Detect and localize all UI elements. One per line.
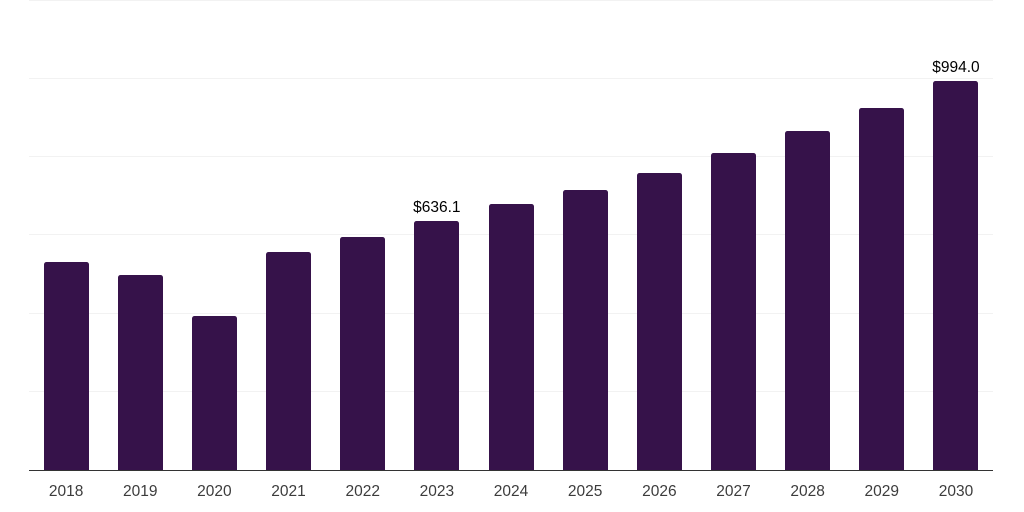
bar-2018	[43, 262, 89, 470]
x-tick-label-2021: 2021	[271, 483, 306, 500]
x-tick-label-2023: 2023	[419, 483, 455, 500]
bar-2019	[117, 275, 163, 470]
bar-value-label-2023: $636.1	[413, 198, 461, 216]
bar-2026	[636, 173, 682, 470]
bar-2029	[859, 107, 905, 470]
x-tick-label-2019: 2019	[122, 483, 158, 500]
bar-2023	[414, 221, 460, 470]
x-tick-label-2022: 2022	[345, 483, 380, 500]
x-tick-label-2018: 2018	[48, 483, 84, 500]
x-tick-label-2029: 2029	[864, 483, 900, 500]
gridline-800	[29, 156, 993, 158]
gridline-1200	[29, 0, 993, 1]
bar-2020	[191, 315, 237, 470]
x-tick-label-2028: 2028	[790, 483, 825, 500]
bar-2025	[562, 189, 608, 470]
bar-2027	[710, 152, 756, 470]
bar-2024	[488, 203, 534, 470]
x-tick-label-2030: 2030	[938, 483, 974, 500]
gridline-1000	[29, 78, 993, 79]
plot-area: $636.1 $994.0	[29, 0, 993, 471]
x-tick-label-2020: 2020	[197, 483, 232, 500]
bar-2030	[933, 81, 979, 470]
x-axis-tick-labels: 2018 2019 2020 2021 2022 2023 2024 2025 2026 2027…	[29, 483, 993, 502]
x-tick-label-2026: 2026	[642, 483, 677, 500]
x-axis-line	[29, 469, 993, 471]
x-tick-label-2024: 2024	[493, 483, 529, 500]
bar-2021	[266, 251, 312, 470]
bar-2022	[340, 236, 386, 470]
x-tick-label-2027: 2027	[716, 483, 751, 500]
bar-value-label-2030: $994.0	[932, 58, 980, 76]
bar-2028	[785, 131, 831, 470]
x-tick-label-2025: 2025	[567, 483, 603, 500]
